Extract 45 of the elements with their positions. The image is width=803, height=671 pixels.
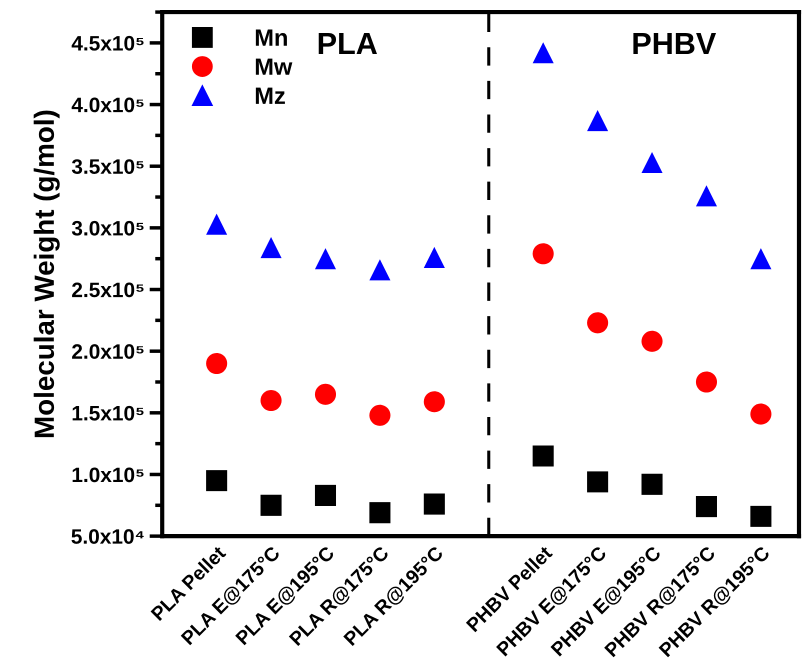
- point: [369, 259, 390, 280]
- y-tick-label: 2.5x10⁵: [72, 282, 144, 298]
- point: [642, 474, 663, 495]
- legend-label: Mz: [256, 88, 285, 104]
- y-axis-title: Molecular Weight (g/mol): [34, 110, 60, 438]
- point: [424, 246, 445, 268]
- point: [750, 506, 772, 527]
- point: [314, 384, 336, 405]
- point: [532, 243, 554, 264]
- annotation: PHBV: [633, 33, 716, 54]
- y-tick-label: 4.0x10⁵: [72, 98, 144, 112]
- point: [587, 110, 608, 132]
- point: [206, 470, 228, 492]
- point: [642, 330, 663, 352]
- point: [750, 404, 772, 425]
- point: [369, 404, 390, 426]
- point: [642, 152, 663, 174]
- y-tick-label: 1.5x10⁵: [72, 406, 144, 421]
- legend-label: Mn: [256, 29, 287, 46]
- annotation: PLA: [318, 33, 377, 54]
- y-tick-label: 5.0x10⁴: [71, 529, 144, 544]
- y-tick-label: 1.0x10⁵: [72, 467, 144, 482]
- point: [260, 390, 282, 412]
- point: [206, 214, 228, 235]
- point: [260, 237, 282, 258]
- point: [696, 371, 717, 393]
- point: [369, 502, 390, 524]
- point: [314, 484, 336, 506]
- y-tick-label: 2.0x10⁵: [72, 344, 144, 359]
- point: [206, 352, 228, 374]
- point: [696, 496, 717, 518]
- point: [532, 42, 554, 64]
- y-tick-label: 4.5x10⁵: [72, 36, 144, 51]
- point: [260, 494, 282, 516]
- point: [314, 248, 336, 270]
- point: [424, 391, 445, 412]
- y-tick-label: 3.0x10⁵: [72, 220, 144, 236]
- point: [532, 445, 554, 467]
- legend-label: Mw: [256, 58, 292, 75]
- point: [587, 471, 608, 492]
- y-tick-label: 3.5x10⁵: [72, 159, 144, 174]
- point: [587, 312, 608, 334]
- point: [696, 185, 717, 206]
- point: [750, 248, 772, 270]
- point: [424, 494, 445, 515]
